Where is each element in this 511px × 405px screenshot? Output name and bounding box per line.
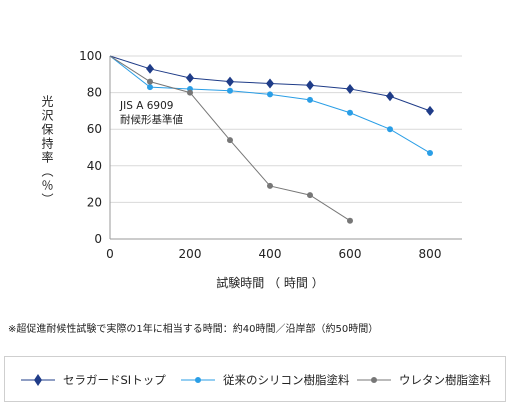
legend-label: セラガードSIトップ — [63, 373, 166, 387]
y-tick-label: 0 — [94, 232, 102, 246]
y-tick-label: 80 — [87, 86, 102, 100]
data-point — [266, 78, 274, 89]
data-point — [386, 91, 394, 102]
legend-item-ceraguard: セラガードSIトップ — [21, 357, 166, 403]
annotation-standard-label: 耐候形基準値 — [120, 113, 183, 126]
data-point — [227, 87, 233, 94]
data-point — [307, 192, 313, 199]
data-point — [267, 91, 273, 98]
legend-item-urethane: ウレタン樹脂塗料 — [357, 357, 491, 403]
legend-marker-circle-icon — [181, 377, 215, 383]
x-tick-label: 400 — [259, 247, 282, 261]
x-axis-label: 試験時間 （ 時間 ） — [216, 276, 324, 290]
legend-label: ウレタン樹脂塗料 — [399, 373, 491, 387]
data-point — [147, 84, 153, 91]
x-tick-label: 800 — [419, 247, 442, 261]
legend: セラガードSIトップ 従来のシリコン樹脂塗料 ウレタン樹脂塗料 — [4, 356, 506, 402]
y-tick-label: 20 — [87, 195, 102, 209]
data-point — [186, 72, 194, 83]
axes — [109, 56, 462, 240]
legend-item-silicone: 従来のシリコン樹脂塗料 — [181, 357, 350, 403]
y-tick-label: 60 — [87, 122, 102, 136]
data-point — [426, 105, 434, 116]
data-point — [347, 217, 353, 224]
series-group — [109, 55, 434, 224]
data-point — [187, 89, 193, 96]
data-point — [267, 182, 273, 189]
data-point — [307, 96, 313, 103]
data-point — [387, 126, 393, 133]
annotation-standard-code: JIS A 6909 — [119, 100, 173, 112]
y-axis-label: 光沢保持率（％） — [40, 95, 54, 207]
data-point — [347, 109, 353, 116]
data-point — [427, 149, 433, 156]
data-point — [346, 83, 354, 94]
legend-label: 従来のシリコン樹脂塗料 — [223, 373, 350, 387]
data-point — [147, 78, 153, 85]
chart: 0 20 40 60 80 100 0 200 400 600 800 JIS A 6909 耐候形… — [79, 49, 462, 261]
data-point — [226, 76, 234, 87]
x-tick-label: 0 — [106, 247, 114, 261]
data-point — [227, 137, 233, 144]
legend-marker-circle-icon — [357, 377, 391, 383]
legend-marker-diamond-icon — [21, 374, 55, 386]
grid — [110, 55, 462, 203]
y-tick-label: 100 — [79, 49, 102, 63]
footnote: ※超促進耐候性試験で実際の1年に相当する時間：約40時間／沿岸部（約50時間） — [8, 324, 379, 335]
data-point — [146, 63, 154, 74]
x-tick-label: 600 — [339, 247, 362, 261]
data-point — [306, 80, 314, 91]
tick-labels: 0 20 40 60 80 100 0 200 400 600 800 — [79, 49, 441, 261]
x-tick-label: 200 — [179, 247, 202, 261]
series-0 — [109, 55, 434, 116]
series-2 — [109, 55, 353, 224]
y-tick-label: 40 — [87, 159, 102, 173]
